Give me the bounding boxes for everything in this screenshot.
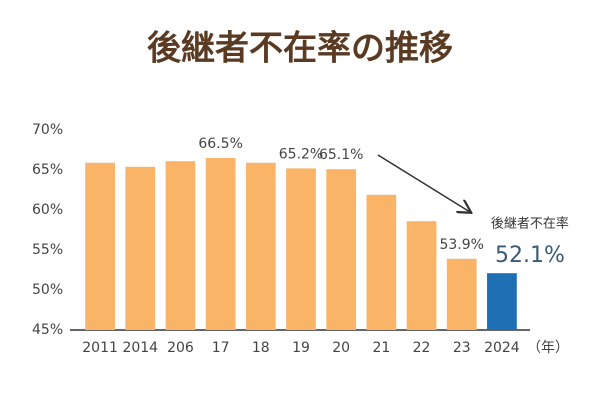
x-tick-label: 17: [212, 340, 230, 356]
x-tick-label: 22: [413, 340, 431, 356]
y-tick-label: 45%: [32, 322, 63, 338]
y-tick-label: 55%: [32, 242, 63, 258]
bar: [366, 194, 397, 330]
x-tick-label: 2024: [484, 340, 520, 356]
bar: [487, 273, 517, 330]
bar: [286, 168, 316, 330]
x-tick-label: 21: [372, 340, 390, 356]
bar: [85, 162, 115, 330]
bar: [205, 158, 236, 330]
chart-title: 後継者不在率の推移: [147, 29, 453, 69]
bar: [245, 162, 276, 330]
trend-arrow: [377, 154, 470, 212]
x-tick-label: 2011: [82, 340, 118, 356]
value-label: 66.5%: [198, 136, 242, 152]
x-unit: （年）: [527, 340, 569, 356]
value-label: 52.1%: [495, 243, 565, 268]
x-tick-label: 206: [167, 340, 194, 356]
x-tick-label: 20: [332, 340, 350, 356]
bar: [446, 258, 477, 330]
bar: [125, 166, 156, 330]
x-tick-label: 23: [453, 340, 471, 356]
y-tick-label: 65%: [32, 162, 63, 178]
value-label: 65.2%: [279, 146, 323, 162]
x-tick-label: 19: [292, 340, 310, 356]
y-tick-label: 70%: [32, 122, 63, 138]
value-label: 65.1%: [319, 147, 363, 163]
value-label: 53.9%: [439, 237, 483, 253]
x-tick-label: 2014: [122, 340, 158, 356]
bar: [165, 161, 196, 330]
bar: [326, 169, 357, 330]
bar: [406, 221, 437, 330]
annotation: 後継者不在率: [491, 216, 569, 232]
y-tick-label: 60%: [32, 202, 63, 218]
y-tick-label: 50%: [32, 282, 63, 298]
x-tick-label: 18: [252, 340, 270, 356]
